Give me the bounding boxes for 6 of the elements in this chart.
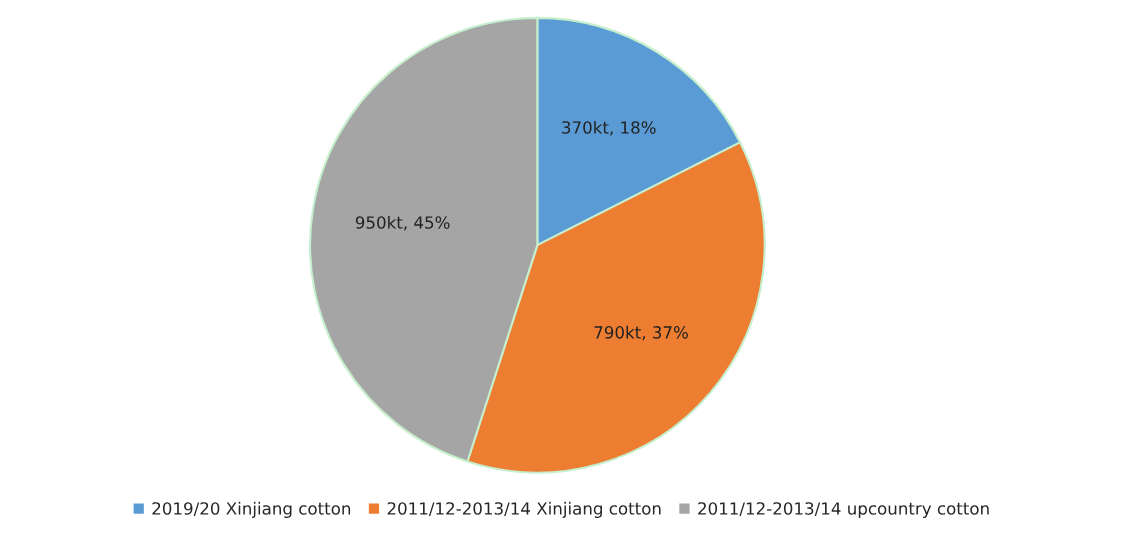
legend-label: 2019/20 Xinjiang cotton (152, 501, 351, 518)
data-label: 790kt, 37% (594, 325, 688, 341)
legend-label: 2011/12-2013/14 upcountry cotton (698, 502, 989, 518)
data-label: 370kt, 18% (562, 120, 656, 136)
data-label: 950kt, 45% (355, 215, 450, 231)
legend-label: 2011/12-2013/14 Xinjiang cotton (387, 501, 661, 518)
